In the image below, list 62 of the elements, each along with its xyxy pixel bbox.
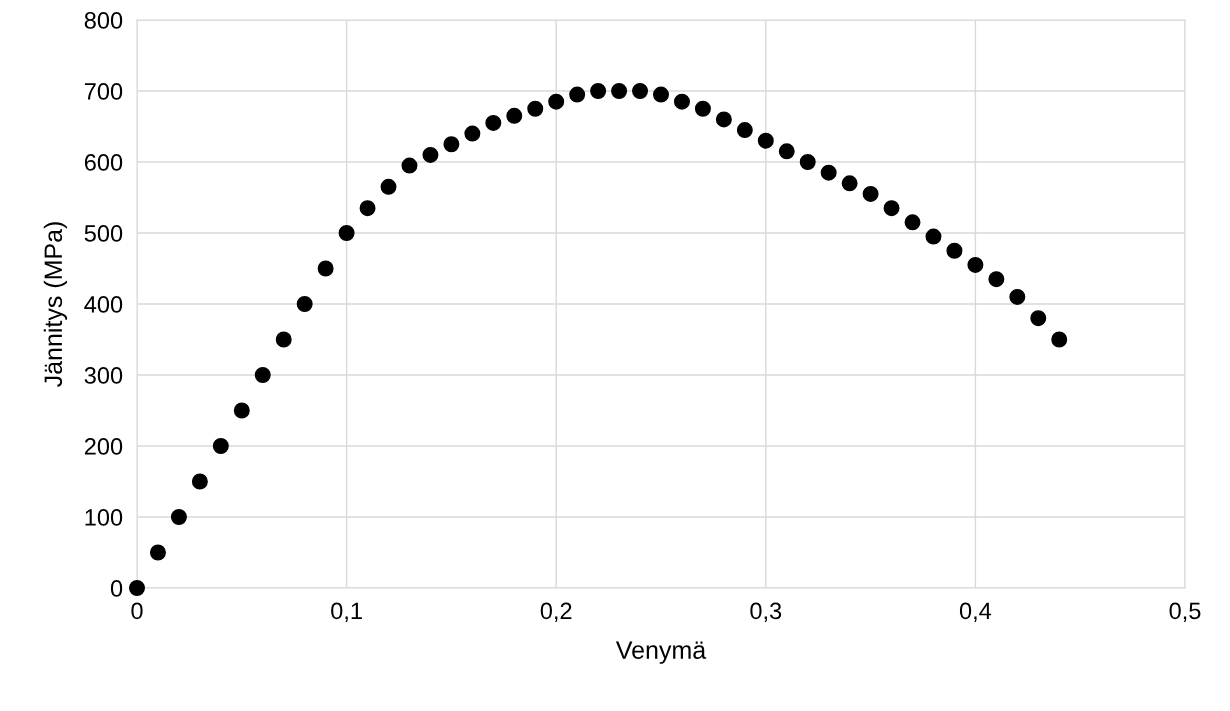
- point: [967, 256, 984, 273]
- point: [841, 175, 858, 192]
- x-tick-label: 0,4: [959, 602, 992, 623]
- point: [778, 143, 795, 160]
- y-tick-label: 100: [85, 509, 123, 526]
- point: [799, 154, 816, 170]
- y-tick-label: 200: [84, 438, 123, 455]
- point: [862, 185, 879, 202]
- x-tick-label: 0,3: [750, 602, 782, 623]
- point: [212, 438, 229, 454]
- point: [904, 214, 921, 231]
- point: [149, 544, 166, 561]
- point: [1051, 331, 1068, 348]
- point: [653, 86, 669, 103]
- y-tick-label: 500: [84, 225, 123, 242]
- point: [296, 296, 313, 312]
- point: [401, 157, 418, 174]
- point: [275, 331, 292, 348]
- point: [527, 100, 544, 117]
- point: [317, 260, 334, 277]
- point: [1009, 288, 1026, 305]
- y-tick-label: 400: [84, 296, 123, 313]
- point: [590, 83, 607, 99]
- point: [506, 107, 523, 124]
- point: [359, 200, 376, 217]
- x-tick-label: 0,1: [331, 602, 362, 623]
- y-tick-label: 700: [84, 83, 123, 100]
- point: [673, 93, 690, 110]
- x-axis-title: Venymä: [615, 641, 707, 664]
- y-tick-label: 0: [110, 580, 123, 597]
- point: [820, 164, 837, 181]
- point: [485, 114, 502, 131]
- y-tick-label: 300: [84, 367, 123, 384]
- point: [129, 580, 145, 596]
- point: [422, 146, 439, 163]
- point: [988, 271, 1005, 288]
- point: [338, 225, 355, 241]
- point: [925, 228, 942, 245]
- y-axis-title: Jännitys (MPa): [43, 222, 68, 387]
- point: [170, 509, 187, 525]
- point: [757, 132, 774, 149]
- point: [233, 402, 250, 419]
- x-tick-label: 0,2: [540, 602, 572, 623]
- point: [694, 100, 711, 117]
- y-tick-label: 800: [84, 12, 123, 29]
- y-tick-label: 600: [84, 154, 123, 171]
- point: [569, 86, 586, 103]
- point: [380, 178, 397, 195]
- point: [736, 122, 753, 139]
- point: [883, 200, 900, 217]
- point: [1030, 310, 1047, 327]
- point: [715, 111, 732, 128]
- point: [254, 367, 271, 383]
- x-tick-label: 0,5: [1169, 602, 1201, 623]
- point: [632, 83, 649, 99]
- point: [946, 242, 963, 259]
- point: [548, 93, 565, 110]
- point: [191, 473, 208, 490]
- point: [611, 83, 628, 99]
- point: [464, 125, 481, 142]
- point: [443, 136, 460, 153]
- x-tick-label: 0: [131, 602, 143, 620]
